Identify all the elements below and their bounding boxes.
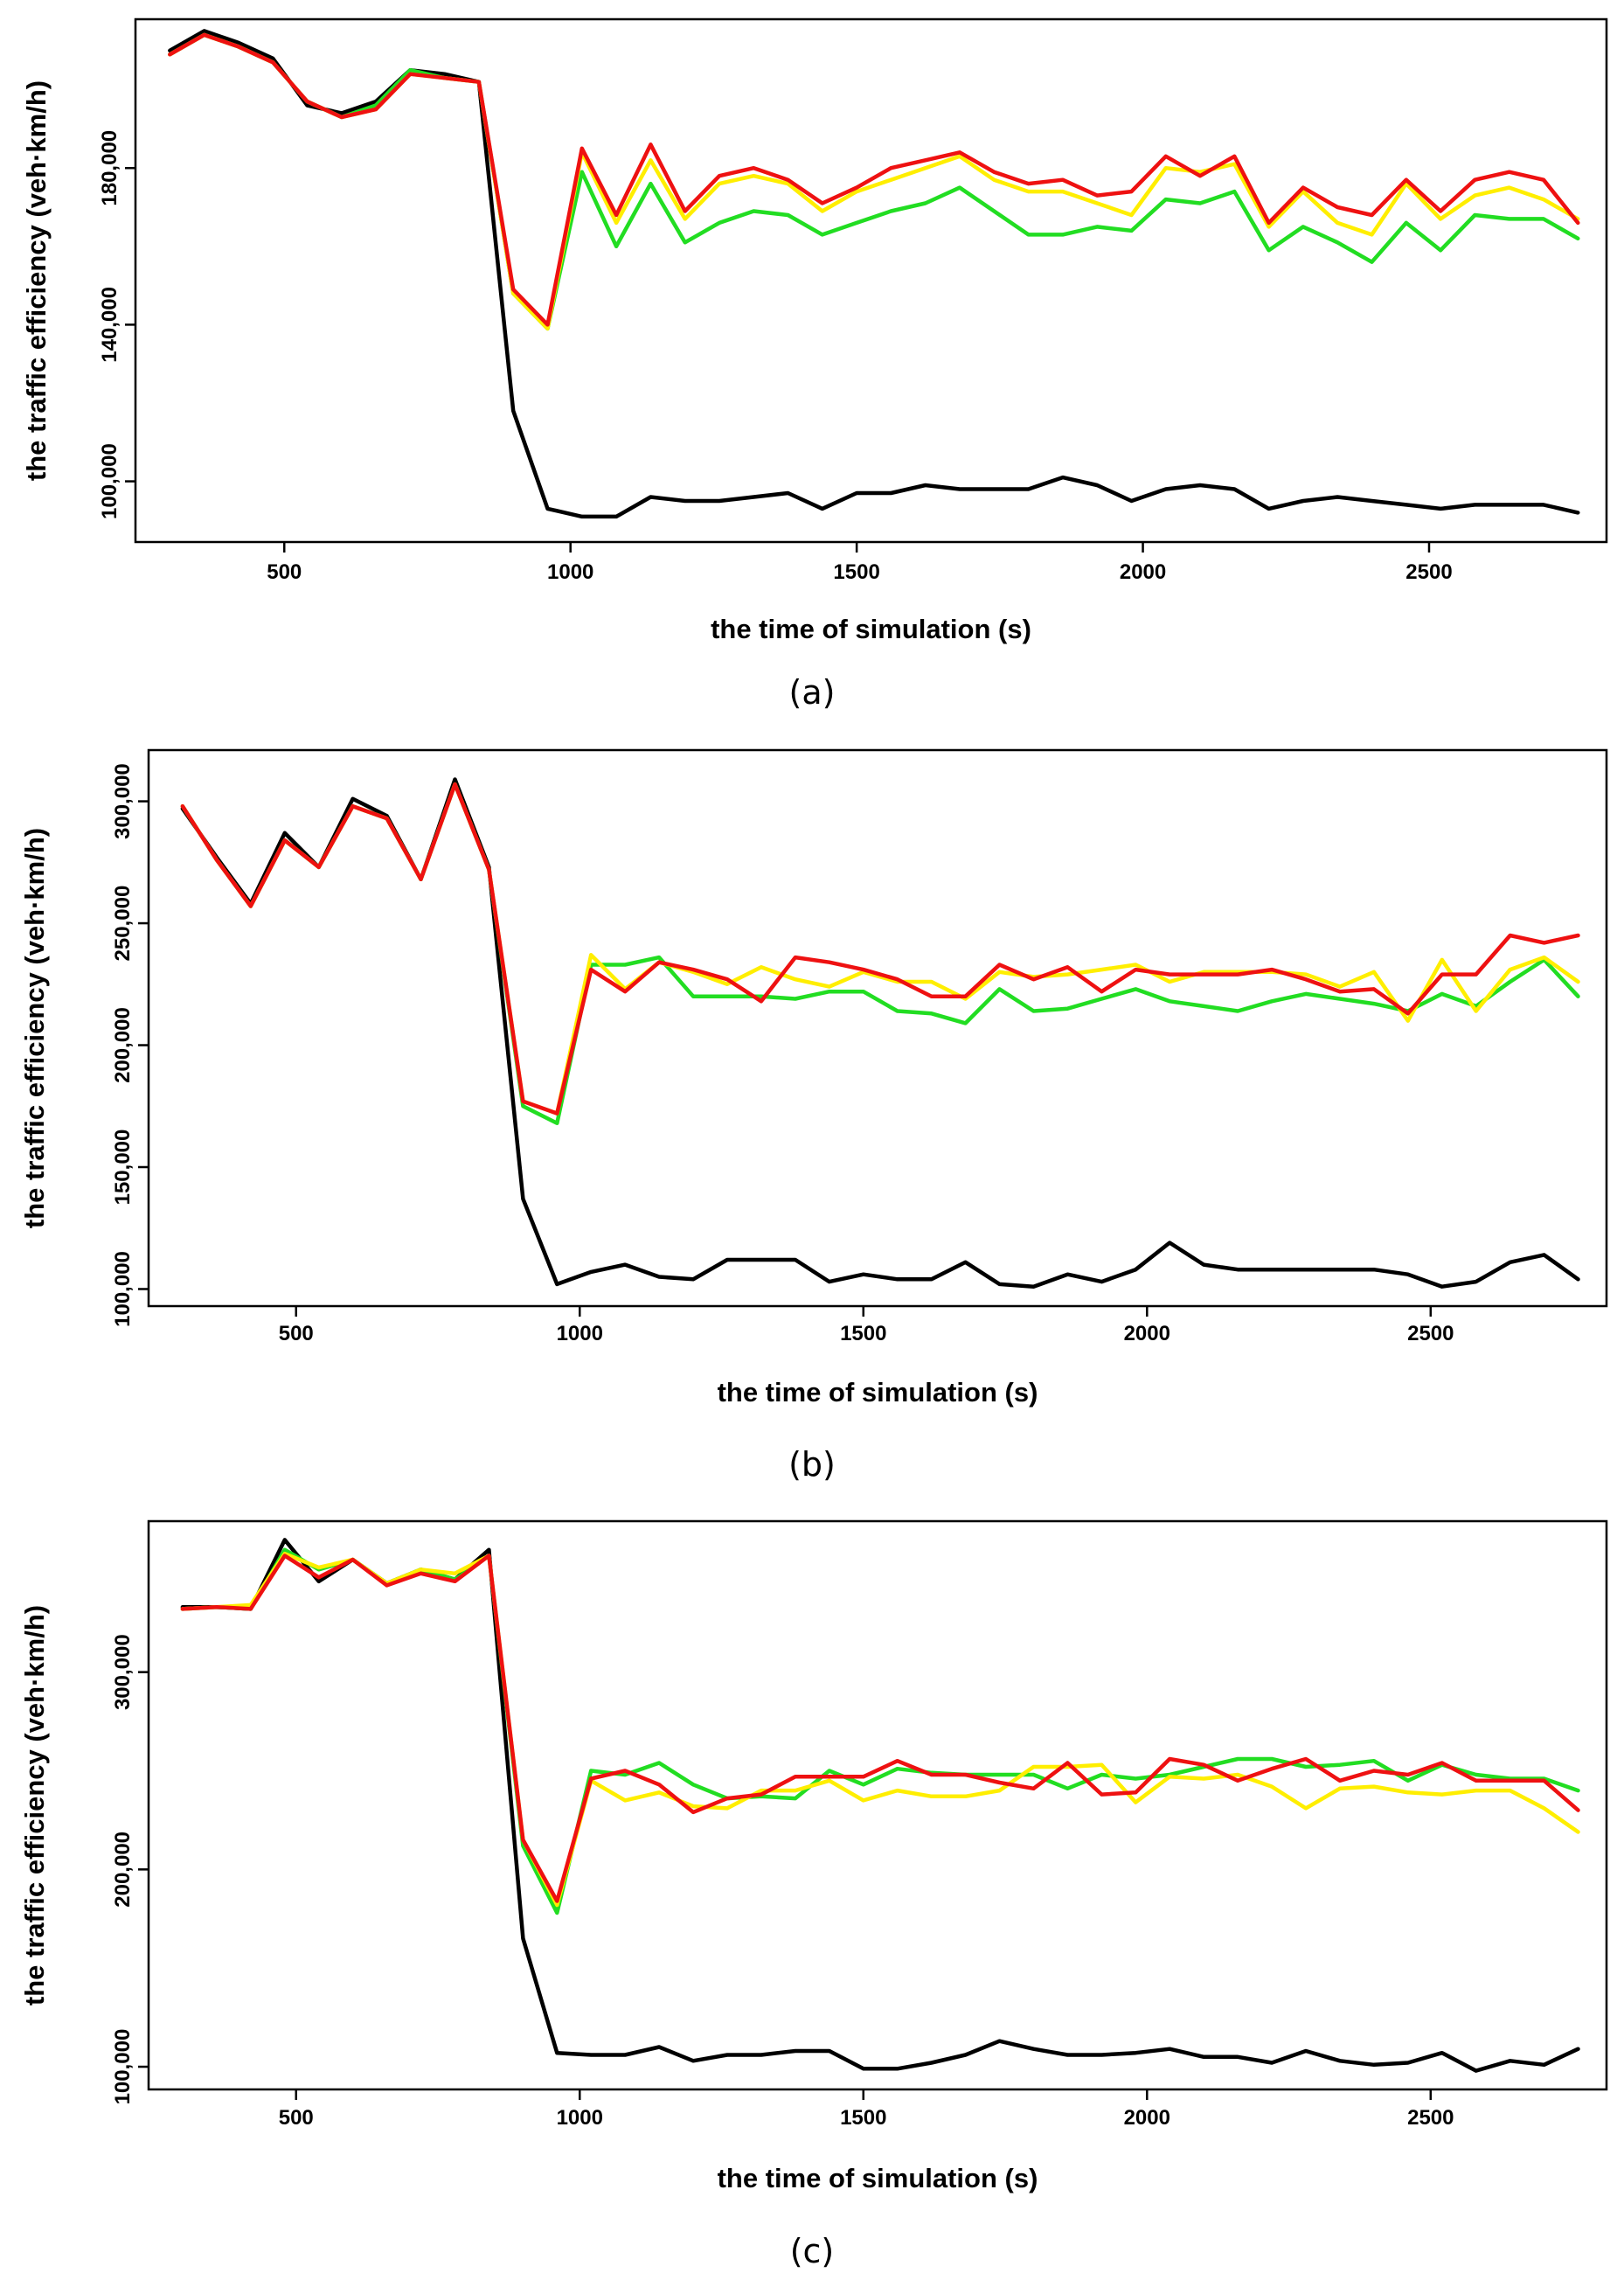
y-tick-label: 250,000 [111, 886, 135, 962]
x-tick-label: 2000 [1124, 1322, 1170, 1345]
x-tick-label: 500 [267, 560, 302, 584]
x-tick-label: 1000 [547, 560, 593, 584]
y-tick-label: 140,000 [98, 287, 121, 363]
x-tick-label: 2500 [1407, 2106, 1454, 2130]
y-axis-title: the traffic efficiency (veh·km/h) [19, 828, 50, 1228]
y-tick-label: 300,000 [111, 763, 135, 839]
x-tick-label: 1500 [833, 560, 879, 584]
x-tick-label: 1000 [557, 2106, 603, 2130]
x-tick-label: 2500 [1405, 560, 1452, 584]
y-tick-label: 100,000 [111, 2029, 135, 2105]
series-line-red [168, 32, 1580, 327]
plot-frame [147, 748, 1608, 1308]
series-line-yellow [180, 1551, 1580, 1908]
panel-a: 500 1000 1500 2000 2500 100,000 140,000 180,000… [21, 17, 1608, 712]
plot-frame [134, 17, 1608, 544]
y-tick-label: 180,000 [98, 130, 121, 206]
panel-caption: (c) [790, 2232, 835, 2270]
x-tick-label: 2000 [1124, 2106, 1170, 2130]
series-line-yellow [168, 32, 1580, 331]
x-tick-label: 1000 [557, 1322, 603, 1345]
series-line-black [180, 777, 1580, 1289]
panel-b: 500 1000 1500 2000 2500 100,000 150,000 200,000… [19, 748, 1608, 1484]
y-tick-label: 300,000 [111, 1634, 135, 1710]
y-tick-label: 150,000 [111, 1130, 135, 1206]
series-line-yellow [180, 782, 1580, 1116]
series-line-red [180, 782, 1580, 1116]
panel-c: 500 1000 1500 2000 2500 100,000 200,000 300,000… [19, 1519, 1608, 2270]
panel-caption: (b) [788, 1445, 836, 1484]
y-tick-label: 200,000 [111, 1832, 135, 1908]
y-tick-label: 100,000 [111, 1251, 135, 1327]
x-tick-label: 500 [279, 2106, 314, 2130]
plot-frame [147, 1519, 1608, 2091]
y-tick-label: 200,000 [111, 1007, 135, 1083]
x-axis-title: the time of simulation (s) [711, 614, 1031, 644]
x-tick-label: 2000 [1120, 560, 1166, 584]
series-line-black [180, 1538, 1580, 2073]
y-axis-title: the traffic efficiency (veh·km/h) [21, 80, 52, 481]
series-line-green [168, 32, 1580, 331]
series-line-green [180, 1547, 1580, 1915]
series-line-red [180, 1554, 1580, 1903]
x-tick-label: 2500 [1407, 1322, 1454, 1345]
x-tick-label: 1500 [840, 2106, 886, 2130]
x-tick-label: 500 [279, 1322, 314, 1345]
y-axis-title: the traffic efficiency (veh·km/h) [19, 1605, 50, 2006]
x-tick-label: 1500 [840, 1322, 886, 1345]
series-line-green [180, 782, 1580, 1126]
y-tick-label: 100,000 [98, 443, 121, 519]
panel-caption: (a) [789, 673, 836, 712]
x-axis-title: the time of simulation (s) [718, 2163, 1038, 2193]
x-axis-title: the time of simulation (s) [718, 1377, 1038, 1408]
